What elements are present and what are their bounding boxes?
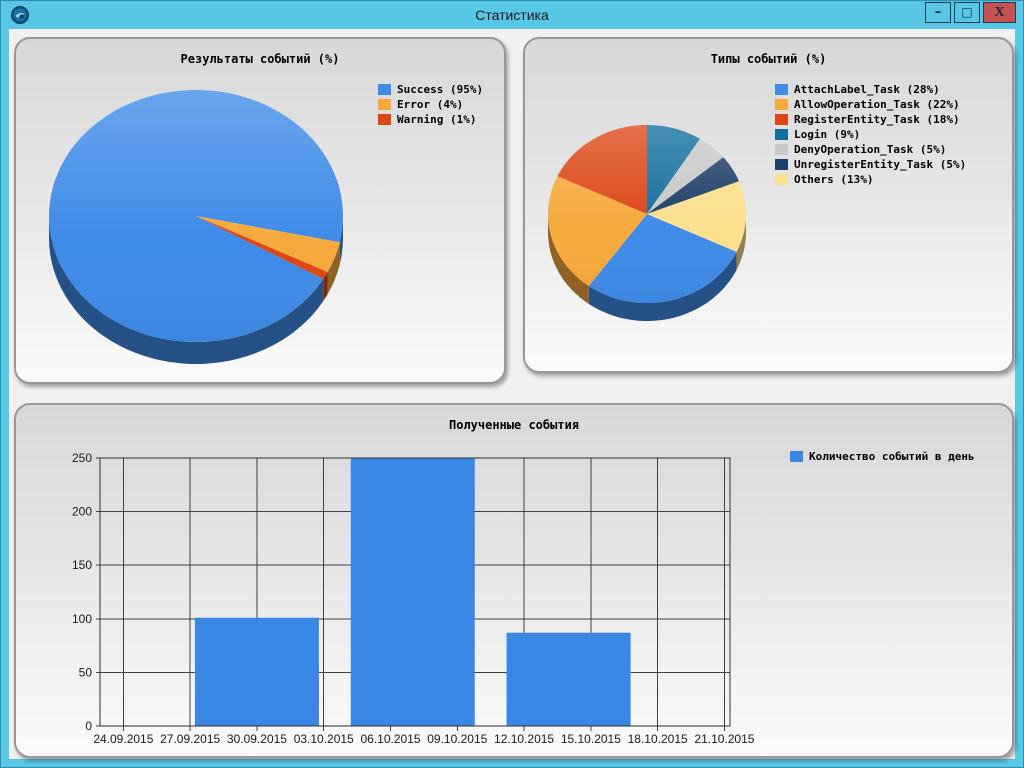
legend-swatch-icon bbox=[775, 99, 788, 110]
legend-item: Login (9%) bbox=[775, 127, 966, 142]
legend-item: Количество событий в день bbox=[790, 449, 975, 464]
legend-swatch-icon bbox=[775, 174, 788, 185]
pie-side bbox=[548, 214, 589, 305]
legend-item: UnregisterEntity_Task (5%) bbox=[775, 157, 966, 172]
pie-gloss bbox=[548, 125, 746, 303]
legend-item: AllowOperation_Task (22%) bbox=[775, 97, 966, 112]
events-bar-title: Полученные события bbox=[448, 418, 580, 432]
pie-side bbox=[49, 216, 324, 365]
legend-item: Warning (1%) bbox=[378, 112, 483, 127]
legend-label: UnregisterEntity_Task (5%) bbox=[794, 158, 967, 171]
x-tick-label: 06.10.2015 bbox=[360, 732, 420, 746]
y-tick-label: 100 bbox=[72, 612, 92, 626]
x-tick-label: 30.09.2015 bbox=[227, 732, 287, 746]
window-controls: – □ X bbox=[925, 2, 1016, 23]
legend-item: AttachLabel_Task (28%) bbox=[775, 82, 966, 97]
events-bar-legend: Количество событий в день bbox=[790, 449, 975, 464]
x-tick-label: 03.10.2015 bbox=[294, 732, 354, 746]
maximize-icon: □ bbox=[961, 4, 973, 19]
y-tick-label: 150 bbox=[72, 558, 92, 572]
close-icon: X bbox=[994, 4, 1005, 20]
legend-label: Login (9%) bbox=[794, 128, 861, 141]
pie-side bbox=[339, 216, 343, 265]
legend-item: DenyOperation_Task (5%) bbox=[775, 142, 966, 157]
legend-item: Success (95%) bbox=[378, 82, 483, 97]
legend-label: AttachLabel_Task (28%) bbox=[794, 83, 940, 96]
types-pie-title: Типы событий (%) bbox=[710, 52, 827, 66]
window-title: Статистика bbox=[475, 7, 549, 23]
app-icon bbox=[11, 6, 29, 24]
legend-item: RegisterEntity_Task (18%) bbox=[775, 112, 966, 127]
legend-label: DenyOperation_Task (5%) bbox=[794, 143, 947, 156]
x-tick-label: 09.10.2015 bbox=[427, 732, 487, 746]
legend-swatch-icon bbox=[775, 159, 788, 170]
legend-swatch-icon bbox=[378, 84, 391, 95]
results-pie-legend: Success (95%) Error (4%) Warning (1%) bbox=[378, 82, 483, 127]
pie-side bbox=[588, 251, 737, 321]
y-tick-label: 50 bbox=[79, 665, 93, 679]
legend-swatch-icon bbox=[378, 114, 391, 125]
maximize-button[interactable]: □ bbox=[954, 2, 980, 23]
types-pie-legend: AttachLabel_Task (28%) AllowOperation_Tas… bbox=[775, 82, 966, 187]
x-tick-label: 21.10.2015 bbox=[694, 732, 754, 746]
plot-border bbox=[99, 457, 731, 727]
close-button[interactable]: X bbox=[983, 2, 1016, 23]
pie-gloss bbox=[49, 90, 343, 342]
x-tick-label: 27.09.2015 bbox=[160, 732, 220, 746]
x-tick-label: 24.09.2015 bbox=[93, 732, 153, 746]
legend-label: Warning (1%) bbox=[397, 113, 477, 126]
bar bbox=[194, 617, 319, 726]
pie-side bbox=[736, 214, 746, 270]
bar bbox=[350, 458, 475, 726]
pie-side bbox=[323, 272, 328, 301]
x-tick-label: 15.10.2015 bbox=[561, 732, 621, 746]
legend-label: Количество событий в день bbox=[809, 450, 975, 463]
legend-label: Error (4%) bbox=[397, 98, 464, 111]
results-pie-panel: Результаты событий (%) Success (95%) Erro… bbox=[14, 37, 506, 384]
pie-side bbox=[327, 242, 340, 295]
events-bar-chart: 0 50 100 150 200 250 24.09.2015 27.09.2015 30.09… bbox=[72, 451, 755, 746]
minimize-icon: – bbox=[934, 5, 942, 20]
results-pie-chart bbox=[48, 90, 344, 365]
legend-swatch-icon bbox=[790, 451, 803, 462]
minimize-button[interactable]: – bbox=[925, 2, 951, 23]
legend-label: Success (95%) bbox=[397, 83, 484, 96]
legend-label: RegisterEntity_Task (18%) bbox=[794, 113, 960, 126]
y-tick-label: 250 bbox=[72, 451, 92, 465]
legend-item: Error (4%) bbox=[378, 97, 483, 112]
y-tick-label: 0 bbox=[85, 719, 92, 733]
types-pie-chart bbox=[548, 125, 746, 321]
x-tick-label: 18.10.2015 bbox=[628, 732, 688, 746]
legend-item: Others (13%) bbox=[775, 172, 966, 187]
legend-swatch-icon bbox=[378, 99, 391, 110]
legend-label: Others (13%) bbox=[794, 173, 874, 186]
results-pie-title: Результаты событий (%) bbox=[180, 52, 340, 66]
titlebar: Статистика – □ X bbox=[1, 1, 1023, 29]
content-area: Результаты событий (%) Success (95%) Erro… bbox=[9, 29, 1015, 759]
x-tick-label: 12.10.2015 bbox=[494, 732, 554, 746]
y-tick-label: 200 bbox=[72, 505, 92, 519]
legend-swatch-icon bbox=[775, 114, 788, 125]
bar bbox=[506, 632, 631, 726]
legend-swatch-icon bbox=[775, 144, 788, 155]
types-pie-panel: Типы событий (%) AttachLabel_Task (28%) A… bbox=[523, 37, 1014, 373]
legend-label: AllowOperation_Task (22%) bbox=[794, 98, 960, 111]
events-bar-panel: Полученные события 0 50 100 150 200 250 24.09.… bbox=[14, 403, 1014, 758]
legend-swatch-icon bbox=[775, 84, 788, 95]
legend-swatch-icon bbox=[775, 129, 788, 140]
